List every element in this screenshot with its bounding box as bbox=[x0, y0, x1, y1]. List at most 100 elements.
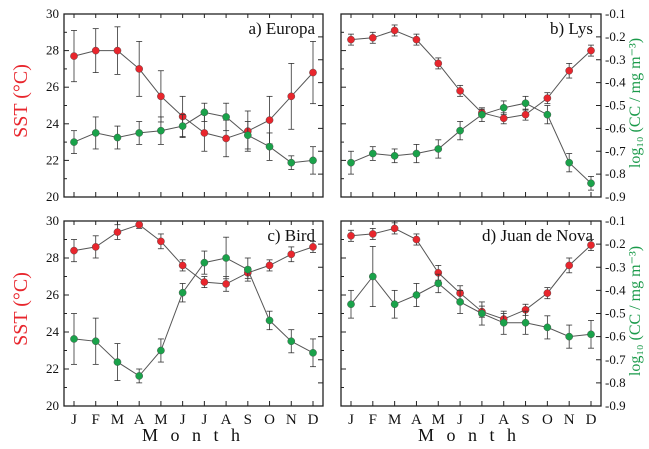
cc-tick-label: -0.2 bbox=[605, 236, 626, 251]
cc-point bbox=[543, 110, 552, 119]
sst-point bbox=[390, 224, 399, 233]
sst-point bbox=[543, 289, 552, 297]
month-tick-label: M bbox=[388, 412, 401, 428]
sst-point bbox=[135, 65, 143, 73]
cc-point bbox=[543, 323, 552, 332]
panel-title: b) Lys bbox=[550, 19, 593, 38]
month-tick-label: J bbox=[180, 412, 186, 428]
sst-point bbox=[587, 241, 595, 249]
cc-point bbox=[135, 129, 143, 137]
panel-frame bbox=[63, 13, 324, 198]
cc-point bbox=[222, 113, 230, 121]
panel-4: -0.9-0.8-0.7-0.6-0.5-0.4-0.3-0.2-0.1J F M A… bbox=[340, 213, 626, 428]
cc-tick-label: -0.9 bbox=[605, 398, 626, 413]
cc-point bbox=[412, 149, 421, 158]
sst-tick-label: 30 bbox=[46, 6, 59, 21]
month-tick-label: O bbox=[264, 412, 275, 428]
cc-point bbox=[91, 337, 100, 346]
panel-frame bbox=[340, 220, 602, 407]
sst-point bbox=[178, 261, 187, 270]
sst-point bbox=[70, 52, 78, 60]
cc-point bbox=[287, 158, 296, 167]
month-tick-label: O bbox=[542, 412, 553, 428]
sst-point bbox=[347, 35, 355, 44]
month-tick-label: F bbox=[369, 412, 377, 428]
cc-series-line bbox=[73, 257, 314, 377]
sst-tick-label: 28 bbox=[46, 250, 59, 265]
cc-point bbox=[587, 179, 595, 188]
x-axis-label-right: M o n t h bbox=[418, 425, 520, 445]
month-tick-label: J bbox=[479, 412, 485, 428]
cc-point bbox=[478, 110, 486, 119]
cc-point bbox=[287, 337, 296, 346]
cc-axis-label-bottom: log₁₀ (CC / mg m⁻³) bbox=[627, 246, 644, 376]
cc-point bbox=[347, 158, 355, 167]
sst-point bbox=[309, 243, 317, 251]
cc-tick-label: -0.6 bbox=[605, 329, 626, 344]
sst-point bbox=[456, 87, 464, 95]
cc-point bbox=[222, 254, 230, 262]
cc-point bbox=[157, 346, 165, 355]
sst-point bbox=[587, 46, 595, 55]
cc-point bbox=[499, 103, 508, 112]
sst-point bbox=[265, 116, 274, 124]
cc-tick-label: -0.1 bbox=[605, 6, 626, 21]
month-tick-label: J bbox=[457, 412, 463, 428]
sst-point bbox=[200, 129, 209, 137]
panel-frame bbox=[340, 13, 602, 198]
month-tick-label: N bbox=[286, 412, 297, 428]
sst-series-line bbox=[73, 50, 314, 139]
panel-title: a) Europa bbox=[248, 19, 315, 38]
cc-tick-label: -0.2 bbox=[605, 29, 626, 44]
sst-tick-label: 28 bbox=[46, 43, 59, 58]
cc-point bbox=[390, 300, 399, 309]
cc-point bbox=[70, 138, 78, 146]
cc-tick-label: -0.1 bbox=[605, 213, 626, 228]
sst-point bbox=[91, 243, 100, 251]
cc-point bbox=[456, 126, 464, 135]
sst-point bbox=[200, 278, 209, 286]
sst-series-line bbox=[350, 29, 592, 119]
sst-point bbox=[369, 230, 377, 238]
sst-point bbox=[113, 46, 122, 55]
sst-point bbox=[521, 110, 530, 119]
cc-tick-label: -0.6 bbox=[605, 120, 626, 135]
sst-point bbox=[565, 261, 573, 270]
cc-point bbox=[200, 108, 209, 117]
cc-point bbox=[91, 129, 100, 137]
cc-point bbox=[347, 300, 355, 309]
sst-point bbox=[347, 231, 355, 240]
month-tick-label: J bbox=[71, 412, 77, 428]
month-tick-label: A bbox=[498, 412, 509, 428]
sst-point bbox=[287, 92, 296, 101]
cc-point bbox=[499, 318, 508, 327]
cc-point bbox=[434, 279, 443, 288]
cc-point bbox=[521, 318, 530, 327]
sst-point bbox=[309, 68, 317, 77]
sst-point bbox=[412, 35, 421, 44]
cc-point bbox=[157, 126, 165, 135]
cc-tick-label: -0.8 bbox=[605, 375, 626, 390]
cc-point bbox=[521, 99, 530, 108]
sst-point bbox=[412, 235, 421, 244]
sst-point bbox=[157, 237, 165, 246]
month-tick-label: J bbox=[201, 412, 207, 428]
month-tick-label: D bbox=[586, 412, 597, 428]
cc-point bbox=[265, 316, 274, 325]
sst-point bbox=[434, 59, 443, 68]
sst-point bbox=[543, 94, 552, 102]
cc-point bbox=[587, 330, 595, 339]
panel-title: c) Bird bbox=[267, 226, 315, 245]
cc-axis-label-top: log₁₀ (CC / mg m⁻³) bbox=[627, 38, 644, 168]
sst-tick-label: 26 bbox=[46, 287, 60, 302]
month-tick-label: M bbox=[432, 412, 445, 428]
sst-tick-label: 22 bbox=[46, 152, 59, 167]
cc-point bbox=[565, 332, 573, 341]
month-tick-label: D bbox=[308, 412, 319, 428]
cc-point bbox=[478, 309, 486, 318]
sst-tick-label: 20 bbox=[46, 189, 59, 204]
cc-point bbox=[244, 131, 252, 140]
